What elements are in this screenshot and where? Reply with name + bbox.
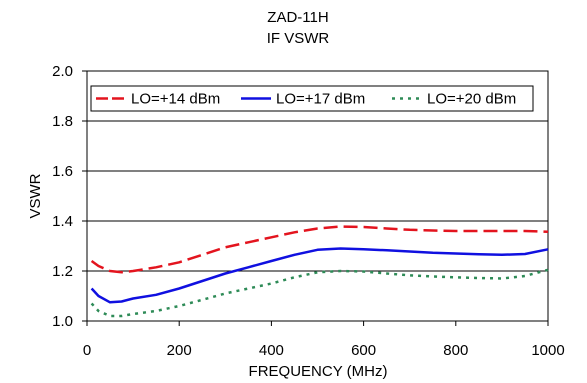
y-tick-label: 1.0: [52, 313, 73, 330]
legend-box: [90, 85, 534, 112]
x-tick-label: 1000: [531, 342, 564, 359]
legend-label-1: LO=+14 dBm: [131, 91, 220, 108]
x-tick-label: 600: [351, 342, 376, 359]
x-tick-label: 800: [443, 342, 468, 359]
y-tick-label: 1.2: [52, 263, 73, 280]
x-tick-label: 400: [259, 342, 284, 359]
chart-subtitle: IF VSWR: [267, 30, 330, 47]
series-line-2: [90, 247, 549, 304]
x-axis-label: FREQUENCY (MHz): [249, 363, 388, 380]
y-tick-label: 1.8: [52, 113, 73, 130]
axis-ticks: 1.0 1.2 1.4 1.6 1.8 2.0 0 200 400 600 800 1000: [52, 63, 565, 359]
series-line-1: [90, 225, 549, 274]
y-tick-label: 2.0: [52, 63, 73, 80]
y-tick-label: 1.4: [52, 213, 73, 230]
y-axis-label: VSWR: [27, 173, 44, 218]
x-tick-label: 200: [167, 342, 192, 359]
series-layer: [90, 225, 549, 318]
y-tick-label: 1.6: [52, 163, 73, 180]
legend-label-3: LO=+20 dBm: [427, 91, 516, 108]
legend: LO=+14 dBm LO=+17 dBm LO=+20 dBm: [90, 85, 534, 112]
chart-title: ZAD-11H: [267, 9, 328, 26]
series-line-3: [90, 268, 549, 318]
plot-area: [86, 70, 549, 322]
legend-label-2: LO=+17 dBm: [276, 91, 365, 108]
x-tick-label: 0: [83, 342, 91, 359]
